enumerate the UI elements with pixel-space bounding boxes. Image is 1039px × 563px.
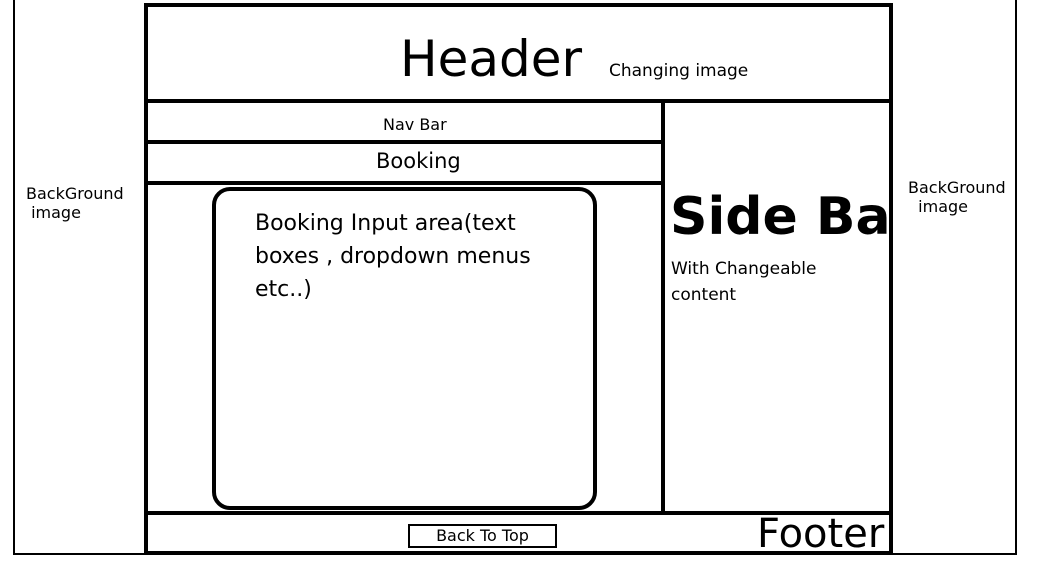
left-background-image-label: BackGround image [26, 184, 124, 222]
booking-divider [144, 181, 663, 185]
sidebar-title: Side Bar [670, 187, 890, 247]
sidebar-divider [661, 101, 665, 515]
footer-label: Footer [757, 511, 885, 557]
main-container [144, 3, 893, 555]
header-changing-image-label: Changing image [609, 61, 749, 81]
booking-input-area[interactable] [212, 187, 597, 510]
back-to-top-button[interactable]: Back To Top [408, 524, 557, 548]
sidebar-subtitle: With Changeable content [671, 259, 817, 305]
right-background-image-label: BackGround image [908, 178, 1006, 216]
header-title: Header [400, 30, 583, 88]
nav-bar[interactable]: Nav Bar [383, 115, 447, 134]
footer-divider [144, 511, 893, 515]
booking-title: Booking [376, 149, 461, 173]
booking-input-area-label: Booking Input area(text boxes , dropdown… [255, 211, 531, 302]
header-divider [144, 99, 893, 103]
nav-bar-divider [144, 140, 663, 144]
